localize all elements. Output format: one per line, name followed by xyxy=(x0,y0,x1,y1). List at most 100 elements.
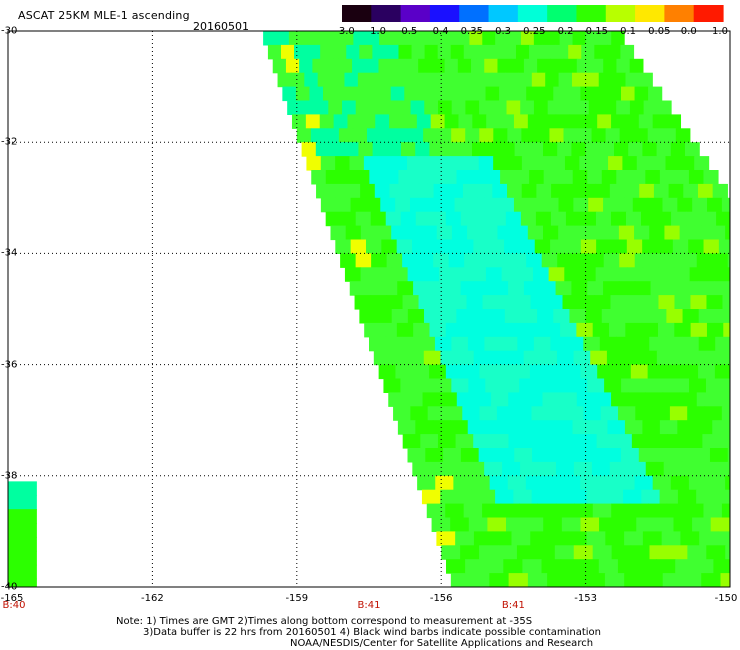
swath-cell xyxy=(727,448,730,463)
swath-cell xyxy=(723,350,730,366)
swath-cell xyxy=(530,295,548,310)
swath-cell xyxy=(533,100,549,115)
swath-cell xyxy=(709,225,726,241)
swath-cell xyxy=(585,309,603,324)
swath-cell xyxy=(679,156,695,171)
swath-cell xyxy=(331,72,346,88)
swath-cell xyxy=(573,225,590,241)
swath-cell xyxy=(466,295,484,310)
swath-cell xyxy=(618,281,636,296)
swath-cell xyxy=(372,142,388,157)
swath-cell xyxy=(513,197,530,213)
swath-cell xyxy=(386,295,404,310)
swath-cell xyxy=(301,142,317,157)
swath-cell xyxy=(585,448,604,463)
swath-cell xyxy=(521,183,537,199)
swath-cell xyxy=(496,448,515,463)
swath-cell xyxy=(705,378,724,393)
colorbar-segment xyxy=(693,5,724,22)
swath-cell xyxy=(380,322,398,338)
swath-cell xyxy=(450,44,465,60)
swath-cell xyxy=(606,350,625,366)
swath-cell xyxy=(502,461,521,477)
swath-cell xyxy=(609,183,626,199)
swath-cell xyxy=(583,406,602,421)
swath-cell xyxy=(335,239,352,254)
swath-cell xyxy=(609,461,629,477)
colorbar-tick-label: -3.0 xyxy=(335,26,355,37)
swath-cell xyxy=(642,239,659,254)
swath-cell xyxy=(441,170,458,185)
swath-cell xyxy=(350,197,367,213)
swath-cell xyxy=(608,156,624,171)
swath-cell xyxy=(662,573,683,587)
swath-cell xyxy=(624,573,645,587)
swath-cell xyxy=(550,58,565,74)
swath-cell xyxy=(390,86,405,102)
swath-cell xyxy=(462,364,481,380)
swath-cell xyxy=(462,322,480,338)
swath-cell xyxy=(649,545,670,560)
swath-cell xyxy=(624,420,643,435)
swath-cell xyxy=(437,434,457,449)
swath-cell xyxy=(287,100,302,115)
swath-cell xyxy=(319,114,335,129)
swath-cell xyxy=(688,170,705,185)
swath-cell xyxy=(529,364,548,380)
swath-cell xyxy=(340,31,354,46)
swath-cell xyxy=(406,225,423,241)
swath-cell xyxy=(671,211,687,227)
swath-cell xyxy=(507,350,525,366)
swath-cell xyxy=(451,72,466,88)
swath-cell xyxy=(619,253,636,268)
swath-cell xyxy=(573,461,593,477)
swath-cell xyxy=(350,86,365,102)
swath-cell xyxy=(386,253,403,268)
swath-cell xyxy=(636,156,652,171)
swath-cell xyxy=(656,211,672,227)
swath-cell xyxy=(490,211,507,227)
swath-cell xyxy=(661,128,677,143)
swath-cell xyxy=(486,114,501,129)
swath-cell xyxy=(658,295,676,310)
swath-cell xyxy=(485,420,504,435)
swath-cell xyxy=(398,44,413,60)
longitude-tick-label: -156 xyxy=(429,593,453,604)
swath-cell xyxy=(400,378,418,393)
swath-cell xyxy=(475,211,492,227)
swath-cell xyxy=(417,378,435,393)
swath-cell xyxy=(597,114,612,129)
swath-cell xyxy=(412,170,429,185)
swath-cell xyxy=(430,114,446,129)
swath-cell xyxy=(722,378,730,393)
swath-cell xyxy=(588,197,604,213)
swath-cell xyxy=(492,281,509,296)
swath-cell xyxy=(645,170,661,185)
swath-cell xyxy=(388,392,406,407)
swath-cell xyxy=(518,72,533,88)
swath-cell xyxy=(360,267,377,282)
swath-cell xyxy=(465,559,485,574)
swath-cell xyxy=(470,573,490,587)
swath-cell xyxy=(737,267,740,282)
swath-cell xyxy=(553,86,568,102)
swath-cell xyxy=(715,336,730,352)
swath-cell xyxy=(732,559,740,574)
swath-cell xyxy=(508,31,522,46)
swath-cell xyxy=(674,170,690,185)
swath-cell xyxy=(625,322,643,338)
swath-cell xyxy=(687,406,706,421)
swath-cell xyxy=(489,475,509,491)
colorbar-segment xyxy=(400,5,431,22)
swath-cell xyxy=(714,364,730,380)
swath-cell xyxy=(657,100,672,115)
swath-cell xyxy=(579,156,595,171)
swath-cell xyxy=(412,364,430,380)
latitude-tick-label: -40 xyxy=(1,581,18,593)
swath-cell xyxy=(567,448,587,463)
latitude-tick-label: -38 xyxy=(1,470,18,482)
swath-cell xyxy=(555,420,574,435)
swath-cell xyxy=(499,197,515,213)
swath-cell xyxy=(657,322,675,338)
swath-cell xyxy=(467,336,485,352)
